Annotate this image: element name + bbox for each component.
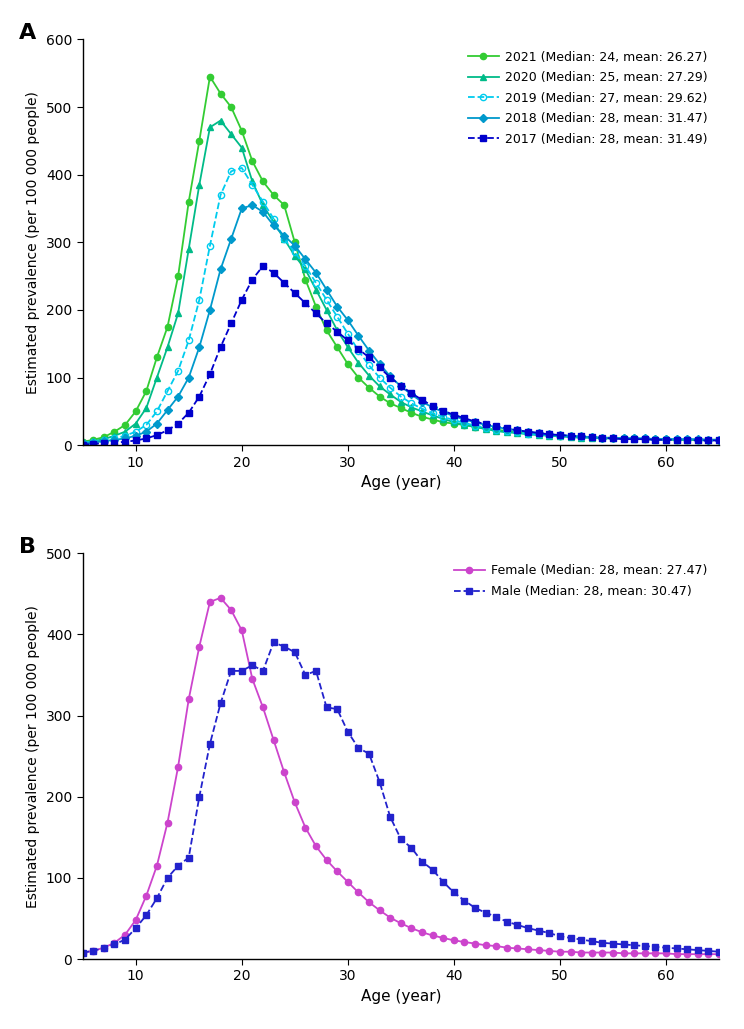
Legend: 2021 (Median: 24, mean: 26.27), 2020 (Median: 25, mean: 27.29), 2019 (Median: 27: 2021 (Median: 24, mean: 26.27), 2020 (Me… — [463, 45, 713, 150]
2019 (Median: 27, mean: 29.62): (17, 295): 27, mean: 29.62): (17, 295) — [205, 240, 214, 252]
Male (Median: 28, mean: 30.47): (5, 8): 28, mean: 30.47): (5, 8) — [78, 947, 87, 959]
2021 (Median: 24, mean: 26.27): (65, 8): 24, mean: 26.27): (65, 8) — [714, 433, 723, 446]
Male (Median: 28, mean: 30.47): (38, 110): 28, mean: 30.47): (38, 110) — [429, 863, 437, 876]
2018 (Median: 28, mean: 31.47): (5, 3): 28, mean: 31.47): (5, 3) — [78, 437, 87, 450]
Male (Median: 28, mean: 30.47): (19, 355): 28, mean: 30.47): (19, 355) — [227, 665, 236, 677]
2020 (Median: 25, mean: 27.29): (58, 9): 25, mean: 27.29): (58, 9) — [641, 433, 650, 446]
Line: Female (Median: 28, mean: 27.47): Female (Median: 28, mean: 27.47) — [80, 595, 722, 957]
2021 (Median: 24, mean: 26.27): (17, 545): 24, mean: 26.27): (17, 545) — [205, 70, 214, 82]
Line: 2021 (Median: 24, mean: 26.27): 2021 (Median: 24, mean: 26.27) — [80, 73, 722, 445]
2019 (Median: 27, mean: 29.62): (42, 29): 27, mean: 29.62): (42, 29) — [471, 420, 480, 432]
Female (Median: 28, mean: 27.47): (61, 6): 28, mean: 27.47): (61, 6) — [672, 948, 681, 960]
Text: B: B — [19, 537, 36, 557]
2019 (Median: 27, mean: 29.62): (20, 410): 27, mean: 29.62): (20, 410) — [237, 162, 246, 174]
2020 (Median: 25, mean: 27.29): (38, 44): 25, mean: 27.29): (38, 44) — [429, 410, 437, 422]
2017 (Median: 28, mean: 31.49): (58, 9): 28, mean: 31.49): (58, 9) — [641, 433, 650, 446]
2021 (Median: 24, mean: 26.27): (42, 27): 24, mean: 26.27): (42, 27) — [471, 421, 480, 433]
2017 (Median: 28, mean: 31.49): (5, 1): 28, mean: 31.49): (5, 1) — [78, 438, 87, 451]
2017 (Median: 28, mean: 31.49): (42, 35): 28, mean: 31.49): (42, 35) — [471, 416, 480, 428]
Legend: Female (Median: 28, mean: 27.47), Male (Median: 28, mean: 30.47): Female (Median: 28, mean: 27.47), Male (… — [449, 560, 713, 603]
2021 (Median: 24, mean: 26.27): (58, 9): 24, mean: 26.27): (58, 9) — [641, 433, 650, 446]
2020 (Median: 25, mean: 27.29): (20, 440): 25, mean: 27.29): (20, 440) — [237, 141, 246, 153]
2018 (Median: 28, mean: 31.47): (38, 56): 28, mean: 31.47): (38, 56) — [429, 401, 437, 414]
2019 (Median: 27, mean: 29.62): (65, 8): 27, mean: 29.62): (65, 8) — [714, 433, 723, 446]
2021 (Median: 24, mean: 26.27): (38, 38): 24, mean: 26.27): (38, 38) — [429, 414, 437, 426]
Line: Male (Median: 28, mean: 30.47): Male (Median: 28, mean: 30.47) — [80, 639, 722, 956]
2018 (Median: 28, mean: 31.47): (58, 10): 28, mean: 31.47): (58, 10) — [641, 432, 650, 445]
Female (Median: 28, mean: 27.47): (20, 405): 28, mean: 27.47): (20, 405) — [237, 625, 246, 637]
2020 (Median: 25, mean: 27.29): (18, 480): 25, mean: 27.29): (18, 480) — [216, 114, 225, 127]
Male (Median: 28, mean: 30.47): (65, 9): 28, mean: 30.47): (65, 9) — [714, 946, 723, 958]
Line: 2020 (Median: 25, mean: 27.29): 2020 (Median: 25, mean: 27.29) — [80, 117, 722, 446]
2018 (Median: 28, mean: 31.47): (21, 355): 28, mean: 31.47): (21, 355) — [248, 199, 257, 211]
2021 (Median: 24, mean: 26.27): (18, 520): 24, mean: 26.27): (18, 520) — [216, 87, 225, 100]
2018 (Median: 28, mean: 31.47): (42, 34): 28, mean: 31.47): (42, 34) — [471, 416, 480, 428]
Female (Median: 28, mean: 27.47): (18, 445): 28, mean: 27.47): (18, 445) — [216, 592, 225, 604]
2017 (Median: 28, mean: 31.49): (22, 265): 28, mean: 31.49): (22, 265) — [258, 259, 267, 272]
X-axis label: Age (year): Age (year) — [361, 989, 441, 1004]
Line: 2017 (Median: 28, mean: 31.49): 2017 (Median: 28, mean: 31.49) — [80, 262, 722, 448]
2020 (Median: 25, mean: 27.29): (65, 8): 25, mean: 27.29): (65, 8) — [714, 433, 723, 446]
2021 (Median: 24, mean: 26.27): (20, 465): 24, mean: 26.27): (20, 465) — [237, 125, 246, 137]
2017 (Median: 28, mean: 31.49): (17, 105): 28, mean: 31.49): (17, 105) — [205, 368, 214, 381]
2020 (Median: 25, mean: 27.29): (42, 27): 25, mean: 27.29): (42, 27) — [471, 421, 480, 433]
X-axis label: Age (year): Age (year) — [361, 475, 441, 490]
Male (Median: 28, mean: 30.47): (42, 63): 28, mean: 30.47): (42, 63) — [471, 901, 480, 914]
2017 (Median: 28, mean: 31.49): (38, 58): 28, mean: 31.49): (38, 58) — [429, 400, 437, 413]
Male (Median: 28, mean: 30.47): (58, 16): 28, mean: 30.47): (58, 16) — [641, 939, 650, 952]
2020 (Median: 25, mean: 27.29): (17, 470): 25, mean: 27.29): (17, 470) — [205, 121, 214, 134]
2018 (Median: 28, mean: 31.47): (19, 305): 28, mean: 31.47): (19, 305) — [227, 233, 236, 245]
Line: 2018 (Median: 28, mean: 31.47): 2018 (Median: 28, mean: 31.47) — [80, 202, 722, 447]
Y-axis label: Estimated prevalence (per 100 000 people): Estimated prevalence (per 100 000 people… — [26, 605, 40, 908]
Female (Median: 28, mean: 27.47): (42, 19): 28, mean: 27.47): (42, 19) — [471, 937, 480, 950]
2018 (Median: 28, mean: 31.47): (17, 200): 28, mean: 31.47): (17, 200) — [205, 304, 214, 316]
2017 (Median: 28, mean: 31.49): (27, 195): 28, mean: 31.49): (27, 195) — [312, 308, 321, 320]
2019 (Median: 27, mean: 29.62): (5, 4): 27, mean: 29.62): (5, 4) — [78, 436, 87, 449]
2019 (Median: 27, mean: 29.62): (19, 405): 27, mean: 29.62): (19, 405) — [227, 165, 236, 177]
Male (Median: 28, mean: 30.47): (23, 390): 28, mean: 30.47): (23, 390) — [269, 636, 278, 648]
2018 (Median: 28, mean: 31.47): (65, 8): 28, mean: 31.47): (65, 8) — [714, 433, 723, 446]
Y-axis label: Estimated prevalence (per 100 000 people): Estimated prevalence (per 100 000 people… — [26, 91, 40, 394]
Text: A: A — [19, 24, 36, 43]
2020 (Median: 25, mean: 27.29): (5, 4): 25, mean: 27.29): (5, 4) — [78, 436, 87, 449]
Female (Median: 28, mean: 27.47): (5, 8): 28, mean: 27.47): (5, 8) — [78, 947, 87, 959]
2019 (Median: 27, mean: 29.62): (38, 47): 27, mean: 29.62): (38, 47) — [429, 407, 437, 420]
2017 (Median: 28, mean: 31.49): (19, 180): 28, mean: 31.49): (19, 180) — [227, 317, 236, 329]
Male (Median: 28, mean: 30.47): (17, 265): 28, mean: 30.47): (17, 265) — [205, 738, 214, 750]
Line: 2019 (Median: 27, mean: 29.62): 2019 (Median: 27, mean: 29.62) — [80, 165, 722, 446]
Female (Median: 28, mean: 27.47): (38, 29): 28, mean: 27.47): (38, 29) — [429, 929, 437, 942]
Female (Median: 28, mean: 27.47): (65, 6): 28, mean: 27.47): (65, 6) — [714, 948, 723, 960]
Female (Median: 28, mean: 27.47): (58, 7): 28, mean: 27.47): (58, 7) — [641, 947, 650, 959]
2018 (Median: 28, mean: 31.47): (27, 255): 28, mean: 31.47): (27, 255) — [312, 267, 321, 279]
2019 (Median: 27, mean: 29.62): (58, 10): 27, mean: 29.62): (58, 10) — [641, 432, 650, 445]
2021 (Median: 24, mean: 26.27): (5, 5): 24, mean: 26.27): (5, 5) — [78, 435, 87, 448]
2019 (Median: 27, mean: 29.62): (27, 240): 27, mean: 29.62): (27, 240) — [312, 277, 321, 289]
Female (Median: 28, mean: 27.47): (27, 139): 28, mean: 27.47): (27, 139) — [312, 840, 321, 852]
2021 (Median: 24, mean: 26.27): (27, 205): 24, mean: 26.27): (27, 205) — [312, 300, 321, 313]
2017 (Median: 28, mean: 31.49): (65, 7): 28, mean: 31.49): (65, 7) — [714, 434, 723, 447]
2020 (Median: 25, mean: 27.29): (27, 230): 25, mean: 27.29): (27, 230) — [312, 283, 321, 295]
Male (Median: 28, mean: 30.47): (27, 355): 28, mean: 30.47): (27, 355) — [312, 665, 321, 677]
Female (Median: 28, mean: 27.47): (17, 440): 28, mean: 27.47): (17, 440) — [205, 596, 214, 608]
